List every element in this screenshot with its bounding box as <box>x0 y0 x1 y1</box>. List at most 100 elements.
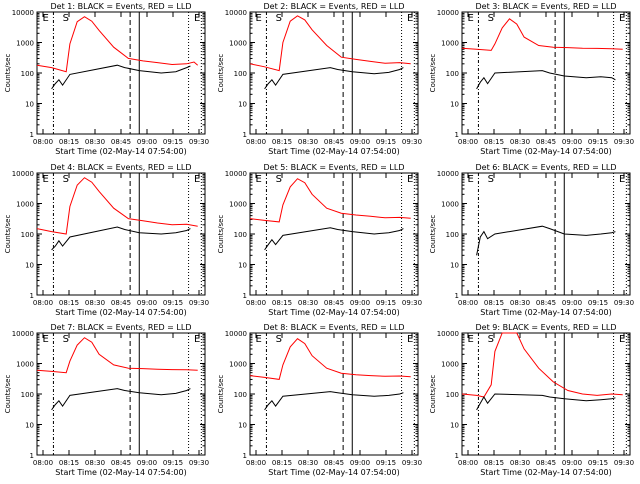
x-tick-label: 09:30 <box>614 299 634 307</box>
x-tick-label: 09:00 <box>137 459 157 467</box>
x-tick-label: 08:00 <box>246 138 266 146</box>
flag-e: E <box>42 13 48 24</box>
y-tick-label: 10 <box>238 262 247 270</box>
x-tick-label: 09:00 <box>562 459 582 467</box>
x-tick-label: 09:15 <box>588 138 608 146</box>
flag-e: E <box>42 174 48 185</box>
panel-title: Det 6: BLACK = Events, RED = LLD <box>476 163 617 172</box>
flag-e: E <box>467 334 473 345</box>
y-tick-label: 1 <box>30 131 34 139</box>
x-tick-label: 09:30 <box>189 459 209 467</box>
panel-title: Det 9: BLACK = Events, RED = LLD <box>476 323 617 332</box>
series-lld <box>461 18 623 51</box>
y-tick-label: 10 <box>25 422 34 430</box>
plot-frame <box>249 172 419 296</box>
x-tick-label: 08:00 <box>246 299 266 307</box>
y-tick-label: 1000 <box>229 201 247 209</box>
series-events <box>476 393 616 411</box>
flag-s: S <box>488 174 494 185</box>
y-tick-label: 1000 <box>441 40 459 48</box>
flag-e: E <box>255 334 261 345</box>
x-tick-label: 09:30 <box>614 138 634 146</box>
panel-title: Det 1: BLACK = Events, RED = LLD <box>51 2 192 11</box>
x-tick-label: 08:15 <box>484 459 504 467</box>
x-tick-label: 08:15 <box>59 299 79 307</box>
x-tick-label: 09:00 <box>137 138 157 146</box>
y-tick-label: 10000 <box>225 170 247 178</box>
x-tick-label: 08:15 <box>484 138 504 146</box>
x-tick-label: 08:30 <box>85 138 105 146</box>
y-tick-label: 10000 <box>225 9 247 17</box>
panel-title: Det 5: BLACK = Events, RED = LLD <box>264 163 405 172</box>
x-axis-label: Start Time (02-May-14 07:54:00) <box>55 468 186 477</box>
series-lld <box>461 332 623 398</box>
x-tick-label: 09:15 <box>376 299 396 307</box>
flag-s: S <box>63 13 69 24</box>
panel-det-8: Det 8: BLACK = Events, RED = LLD 1 10 100 10… <box>217 323 422 477</box>
x-tick-label: 09:00 <box>137 299 157 307</box>
y-tick-label: 1000 <box>16 361 34 369</box>
flag-e: E <box>619 334 625 345</box>
x-tick-label: 08:00 <box>33 138 53 146</box>
y-tick-label: 1000 <box>441 361 459 369</box>
y-axis-label: Counts/sec <box>4 375 12 414</box>
x-tick-label: 09:00 <box>562 299 582 307</box>
y-tick-label: 100 <box>234 391 247 399</box>
x-tick-label: 09:30 <box>189 138 209 146</box>
series-events <box>51 388 191 411</box>
x-tick-label: 09:30 <box>402 459 422 467</box>
panel-title: Det 8: BLACK = Events, RED = LLD <box>264 323 405 332</box>
flag-s: S <box>276 174 282 185</box>
flag-s: S <box>488 334 494 345</box>
x-tick-label: 09:00 <box>562 138 582 146</box>
series-events <box>264 391 404 411</box>
x-tick-label: 08:15 <box>272 459 292 467</box>
x-axis-label: Start Time (02-May-14 07:54:00) <box>268 147 399 156</box>
x-tick-label: 08:15 <box>59 459 79 467</box>
x-axis-label: Start Time (02-May-14 07:54:00) <box>55 147 186 156</box>
y-tick-label: 1000 <box>441 201 459 209</box>
panel-det-9: Det 9: BLACK = Events, RED = LLD 1 10 100 10… <box>429 323 634 477</box>
x-tick-label: 08:00 <box>33 459 53 467</box>
series-lld <box>36 16 199 73</box>
y-tick-label: 10 <box>25 262 34 270</box>
x-tick-label: 08:00 <box>458 459 478 467</box>
plot-frame <box>461 11 631 135</box>
x-tick-label: 09:30 <box>614 459 634 467</box>
panel-title: Det 2: BLACK = Events, RED = LLD <box>264 2 405 11</box>
y-tick-label: 1 <box>455 131 459 139</box>
x-tick-label: 08:45 <box>324 138 344 146</box>
x-tick-label: 08:00 <box>458 299 478 307</box>
panel-det-7: Det 7: BLACK = Events, RED = LLD 1 10 100 10… <box>4 323 209 477</box>
y-tick-label: 10000 <box>437 9 459 17</box>
panel-det-6: Det 6: BLACK = Events, RED = LLD 1 10 100 10… <box>429 163 634 317</box>
x-tick-label: 09:15 <box>163 299 183 307</box>
x-tick-label: 08:30 <box>85 459 105 467</box>
panel-det-5: Det 5: BLACK = Events, RED = LLD 1 10 100 10… <box>217 163 422 317</box>
y-tick-label: 10 <box>450 101 459 109</box>
y-tick-label: 100 <box>446 231 459 239</box>
flag-s: S <box>276 13 282 24</box>
y-tick-label: 100 <box>234 70 247 78</box>
y-tick-label: 1000 <box>229 361 247 369</box>
flag-e: E <box>619 174 625 185</box>
x-tick-label: 08:45 <box>111 138 131 146</box>
x-tick-label: 08:15 <box>484 299 504 307</box>
x-tick-label: 08:45 <box>111 299 131 307</box>
series-events <box>476 225 616 256</box>
x-tick-label: 09:00 <box>350 138 370 146</box>
y-tick-label: 10000 <box>12 330 34 338</box>
series-events <box>264 67 404 90</box>
y-tick-label: 10 <box>25 101 34 109</box>
series-events <box>264 227 404 251</box>
panel-title: Det 3: BLACK = Events, RED = LLD <box>476 2 617 11</box>
y-tick-label: 100 <box>446 70 459 78</box>
y-tick-label: 100 <box>234 231 247 239</box>
x-tick-label: 09:15 <box>376 459 396 467</box>
x-axis-label: Start Time (02-May-14 07:54:00) <box>480 147 611 156</box>
flag-e: E <box>42 334 48 345</box>
x-tick-label: 09:15 <box>163 138 183 146</box>
x-tick-label: 09:00 <box>350 299 370 307</box>
series-lld <box>249 338 411 380</box>
